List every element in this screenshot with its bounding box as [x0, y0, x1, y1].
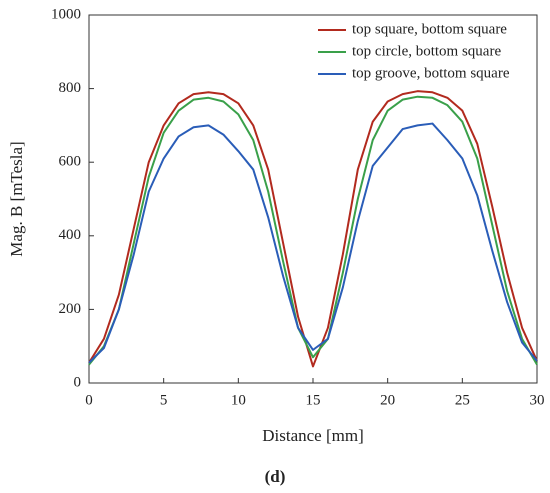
series-line — [88, 95, 538, 366]
x-tick-label: 5 — [160, 392, 168, 408]
y-tick-label: 1000 — [51, 6, 81, 22]
x-tick-label: 25 — [455, 392, 470, 408]
y-tick-label: 200 — [59, 301, 82, 317]
x-tick-label: 30 — [530, 392, 545, 408]
y-tick-label: 400 — [59, 227, 82, 243]
y-tick-label: 800 — [59, 80, 82, 96]
x-tick-label: 10 — [231, 392, 246, 408]
x-axis-label: Distance [mm] — [262, 426, 364, 445]
series-line — [88, 90, 538, 368]
y-axis-label: Mag. B [mTesla] — [7, 141, 26, 256]
y-tick-label: 600 — [59, 154, 82, 170]
x-tick-label: 20 — [380, 392, 395, 408]
x-tick-label: 0 — [85, 392, 93, 408]
legend-label: top square, bottom square — [352, 21, 507, 37]
y-tick-label: 0 — [74, 374, 82, 390]
series-line — [88, 122, 538, 364]
legend-label: top circle, bottom square — [352, 43, 501, 59]
x-tick-label: 15 — [306, 392, 321, 408]
legend-label: top groove, bottom square — [352, 65, 510, 81]
caption: (d) — [265, 467, 286, 486]
